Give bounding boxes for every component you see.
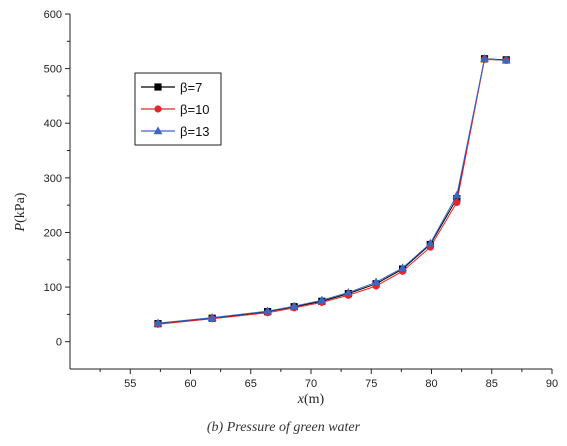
data-point <box>398 263 407 272</box>
x-tick-label: 75 <box>365 378 377 390</box>
x-tick-label: 85 <box>486 378 498 390</box>
series-line <box>157 58 507 325</box>
legend-label: β=7 <box>180 80 202 95</box>
y-axis-var: P <box>13 222 28 232</box>
x-tick-label: 65 <box>245 378 257 390</box>
x-tick-label: 60 <box>184 378 196 390</box>
y-tick-label: 400 <box>44 118 62 130</box>
data-point <box>452 190 462 199</box>
data-point <box>153 318 163 327</box>
x-axis-unit: (m) <box>304 392 325 407</box>
x-axis-var: x <box>297 392 305 407</box>
data-point <box>207 313 217 321</box>
y-tick-label: 0 <box>56 337 62 349</box>
series-line <box>157 58 507 324</box>
figure-caption: (b) Pressure of green water <box>206 420 361 435</box>
x-tick-label: 70 <box>305 378 317 390</box>
y-tick-label: 200 <box>44 227 62 239</box>
data-point <box>453 198 461 207</box>
x-tick-label: 90 <box>546 378 558 390</box>
y-axis-title: P(kPa) <box>13 192 28 232</box>
legend-marker <box>154 105 162 113</box>
data-point <box>263 306 273 315</box>
data-point <box>371 277 381 286</box>
series-line <box>157 58 507 325</box>
x-axis-title: x(m) <box>297 392 325 407</box>
y-axis-unit: (kPa) <box>13 192 28 223</box>
y-tick-label: 600 <box>44 9 62 21</box>
legend-marker <box>153 126 163 135</box>
y-tick-label: 300 <box>44 173 62 185</box>
data-point <box>425 238 435 247</box>
data-point <box>343 287 353 296</box>
data-point <box>453 195 461 203</box>
x-tick-label: 80 <box>425 378 437 390</box>
legend-label: β=13 <box>180 124 210 139</box>
legend-marker <box>154 83 162 91</box>
x-tick-label: 55 <box>124 378 136 390</box>
legend: β=7 β=10 β=13 <box>134 72 222 146</box>
data-point <box>480 54 489 62</box>
legend-label: β=10 <box>180 102 210 117</box>
y-tick-label: 500 <box>44 64 62 76</box>
data-point <box>289 301 299 310</box>
series-3 <box>153 54 511 327</box>
data-point <box>317 295 327 304</box>
data-point <box>501 55 511 64</box>
line-chart: 55 60 65 70 75 80 85 90 0 100 200 300 400 500 600 P(kP… <box>13 9 558 407</box>
y-tick-label: 100 <box>44 282 62 294</box>
